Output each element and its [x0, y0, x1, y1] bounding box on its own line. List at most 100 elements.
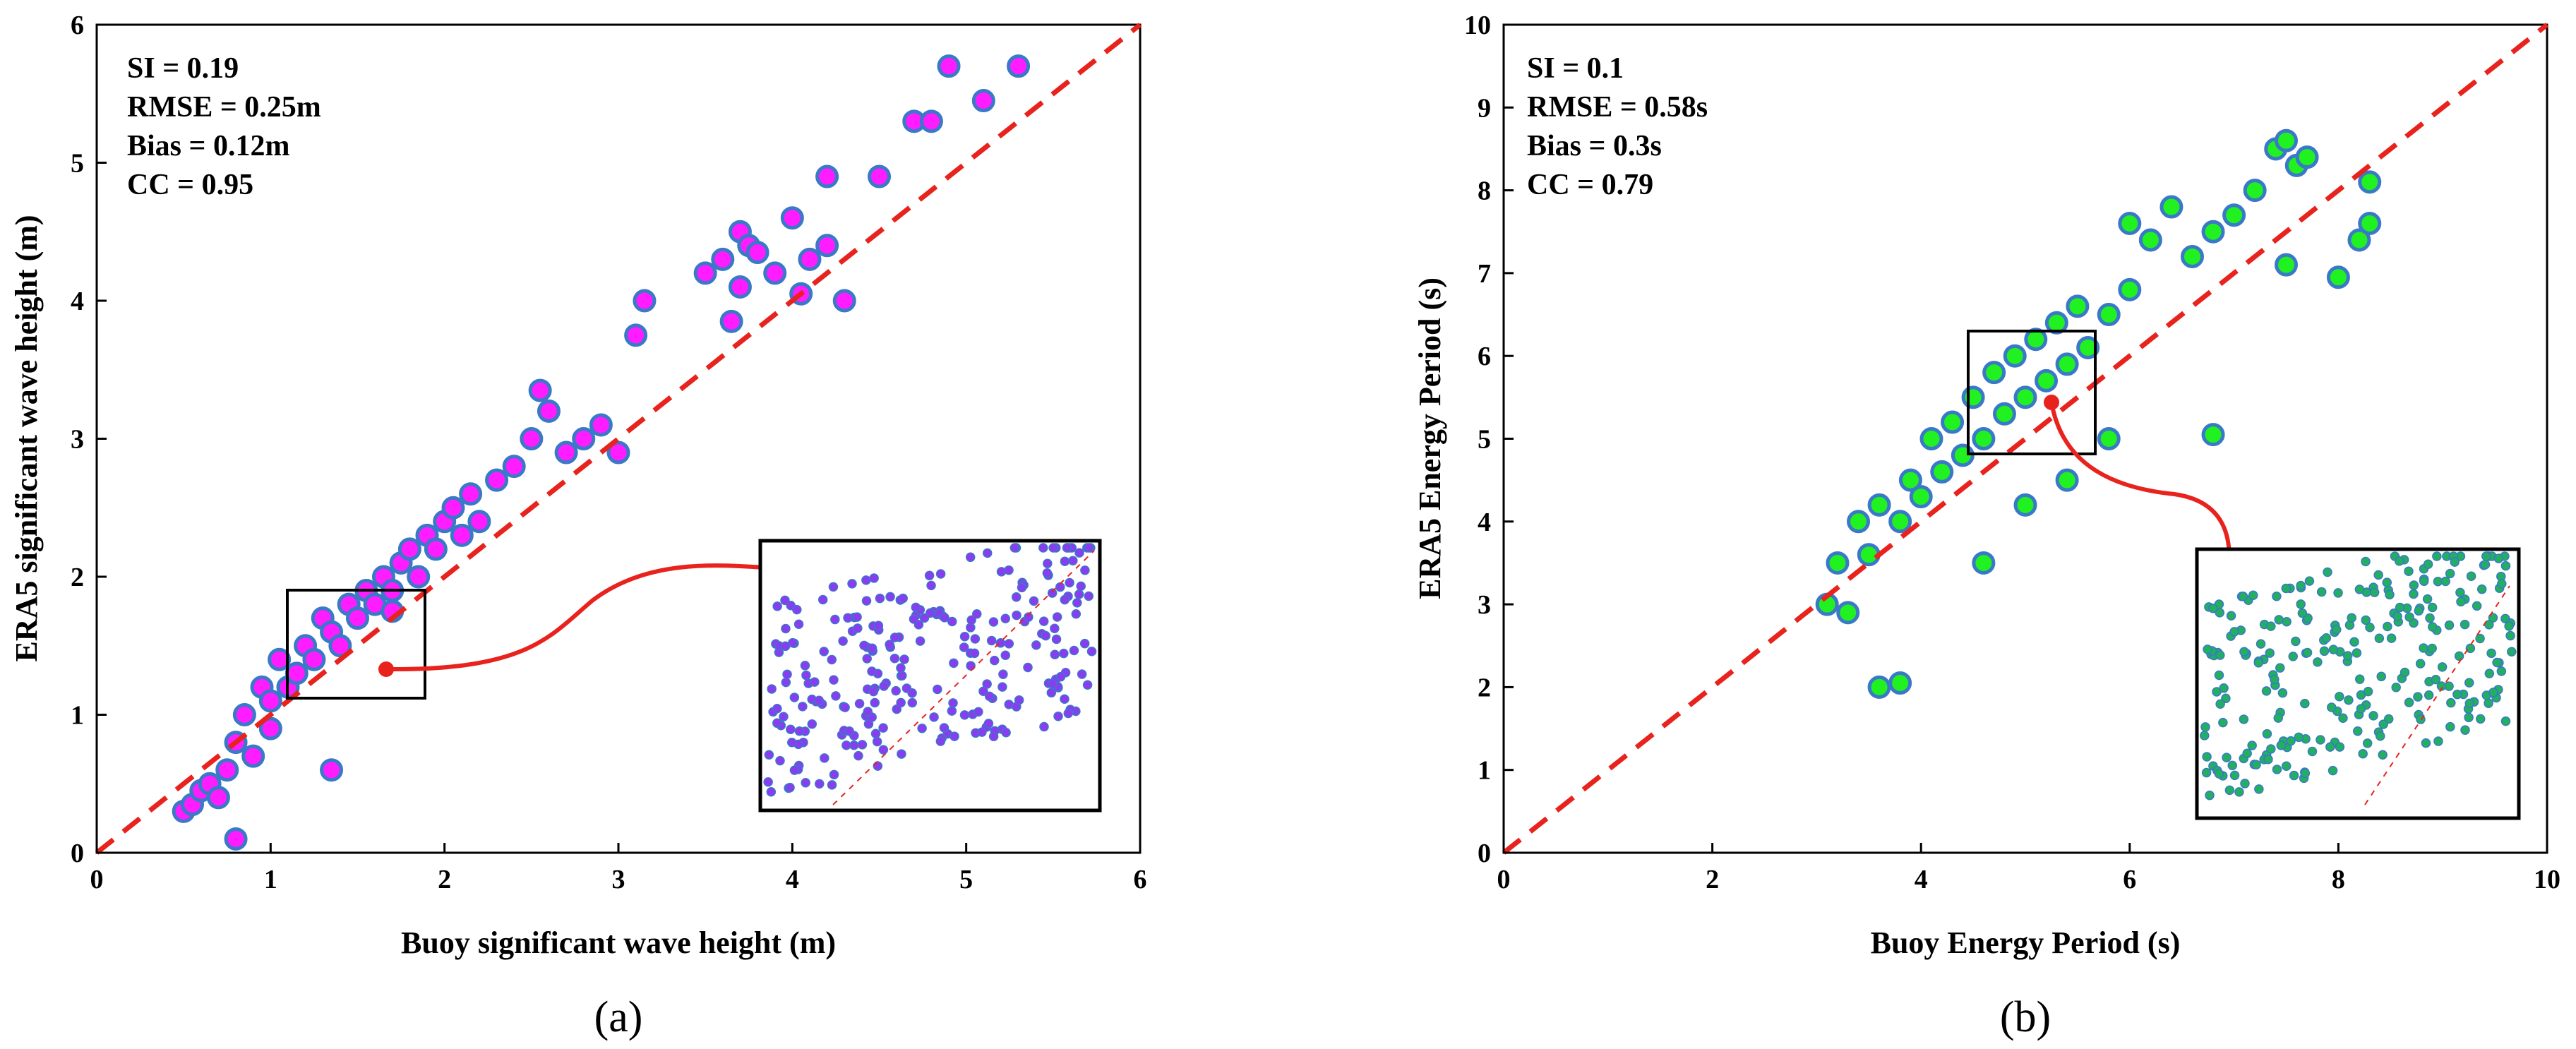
data-point [971, 89, 995, 113]
y-tick-label: 2 [1478, 673, 1491, 702]
inset-data-point [2294, 732, 2304, 743]
x-tick-label: 4 [786, 865, 799, 894]
y-tick-label: 4 [71, 287, 84, 316]
inset-data-point [2353, 726, 2363, 736]
data-point [798, 247, 822, 271]
inset-data-point [978, 686, 988, 696]
inset-data-point [2242, 748, 2252, 758]
inset-data-point [1062, 543, 1072, 553]
inset-data-point [2342, 651, 2353, 661]
data-point [1007, 54, 1031, 78]
data-point [1972, 427, 1996, 450]
reference-line-b [1502, 23, 2549, 855]
inset-data-point [969, 648, 980, 659]
inset-data-point [2272, 765, 2282, 774]
inset-data-point [2445, 568, 2455, 579]
inset-data-point [1000, 650, 1011, 660]
inset-data-point [998, 669, 1008, 679]
x-tick-label: 10 [2534, 865, 2560, 894]
inset-data-point [2218, 717, 2228, 728]
inset-data-point [2507, 647, 2517, 657]
inset-data-point [2200, 731, 2210, 741]
inset-data-point [2419, 576, 2429, 587]
inset-data-point [2395, 602, 2405, 613]
inset-data-point [2261, 686, 2272, 696]
inset-data-point [794, 726, 805, 736]
data-point [2055, 468, 2079, 492]
inset-data-point [1080, 565, 1090, 575]
inset-data-point [2382, 577, 2392, 587]
inset-data-point [2203, 645, 2212, 654]
inset-data-point [971, 609, 982, 619]
data-point [1847, 510, 1871, 534]
inset-data-point [1043, 558, 1053, 569]
stat-bias-b: Bias = 0.3s [1527, 130, 1662, 162]
inset-data-point [2266, 621, 2276, 631]
inset-data-point [2361, 556, 2371, 567]
inset-data-point [1069, 645, 1079, 656]
inset-data-point [2300, 698, 2310, 709]
inset-data-point [2369, 587, 2380, 597]
inset-data-point [2281, 761, 2292, 771]
inset-data-point [853, 623, 863, 633]
inset-data-point [2505, 630, 2515, 641]
inset-data-point [801, 670, 811, 681]
data-point [1867, 493, 1891, 517]
inset-data-point [819, 647, 829, 657]
inset-data-point [1039, 721, 1049, 732]
inset-data-point [982, 548, 993, 558]
inset-data-point [2224, 785, 2235, 796]
inset-data-point [1084, 591, 1094, 601]
data-point [1972, 551, 1996, 575]
inset-data-point [917, 723, 927, 733]
inset-data-point [2454, 651, 2464, 661]
y-tick-label: 5 [71, 149, 84, 179]
data-point [2243, 179, 2267, 203]
inset-data-point [2423, 559, 2433, 569]
inset-data-point [2354, 585, 2365, 594]
inset-data-point [2464, 712, 2474, 723]
inset-data-point [1060, 594, 1070, 605]
y-tick-label: 9 [1478, 93, 1491, 123]
inset-data-point [924, 570, 935, 581]
inset-data-point [2445, 721, 2455, 732]
stat-bias-a: Bias = 0.12m [127, 130, 289, 162]
inset-data-point [2335, 742, 2345, 752]
inset-data-point [896, 663, 906, 673]
inset-data-point [1072, 598, 1082, 608]
stat-rmse-b: RMSE = 0.58s [1527, 91, 1708, 124]
inset-data-point [1000, 613, 1011, 624]
data-point [2347, 228, 2371, 252]
inset-data-point [2240, 779, 2250, 789]
stat-si-b: SI = 0.1 [1527, 52, 1624, 85]
data-point [215, 758, 239, 782]
y-tick-label: 0 [1478, 839, 1491, 868]
y-tick-label: 0 [71, 839, 84, 868]
inset-data-point [2456, 597, 2466, 607]
data-point [554, 440, 578, 464]
inset-data-point [2356, 704, 2366, 714]
data-point [232, 703, 256, 726]
data-point [346, 606, 369, 630]
data-point [2066, 294, 2090, 318]
inset-data-point [2424, 690, 2434, 700]
inset-data-point [897, 749, 906, 759]
inset-data-point [2409, 580, 2419, 590]
inset-data-point [2208, 604, 2218, 613]
data-point [711, 247, 735, 271]
panel-a: 0 1 2 3 4 5 6 0 1 2 3 4 5 6 SI = 0.19 RMSE = 0.25m Bi… [9, 11, 1147, 1041]
inset-data-point [1014, 695, 1024, 705]
inset-data-point [789, 765, 800, 775]
inset-data-point [2304, 576, 2315, 586]
inset-data-point [2227, 760, 2237, 771]
inset-data-point [2421, 738, 2431, 748]
inset-data-point [810, 677, 820, 687]
data-point [2295, 145, 2319, 169]
inset-data-point [2440, 576, 2450, 587]
inset-data-point [2282, 616, 2292, 627]
inset-data-point [899, 654, 909, 664]
inset-data-point [2352, 648, 2362, 658]
y-tick-label: 6 [1478, 342, 1491, 371]
data-point [459, 482, 483, 506]
